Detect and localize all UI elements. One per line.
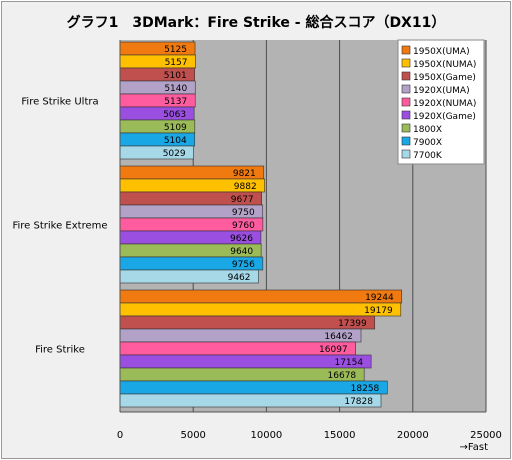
category-labels: Fire Strike Ultra Fire Strike Extreme Fire… [12, 97, 107, 356]
legend-swatch [401, 149, 411, 159]
data-label: 18258 [351, 384, 380, 394]
x-tick-label: 15000 [324, 430, 356, 441]
data-label: 17399 [338, 319, 367, 329]
legend-swatch [401, 84, 411, 94]
data-label: 19244 [365, 293, 394, 303]
category-label: Fire Strike Extreme [12, 221, 107, 232]
category-label: Fire Strike [35, 345, 85, 356]
x-tick-label: 5000 [180, 430, 205, 441]
data-label: 5140 [164, 84, 187, 94]
data-label: 9821 [233, 169, 256, 179]
data-label: 16678 [328, 371, 357, 381]
legend-entry: 1950X(UMA) [413, 47, 470, 57]
legend-swatch [401, 123, 411, 133]
legend-entry: 1950X(Game) [413, 73, 476, 83]
data-label: 9882 [234, 182, 257, 192]
chart-title: グラフ1 3DMark：Fire Strike - 総合スコア（DX11） [67, 14, 446, 31]
legend-swatch [401, 45, 411, 55]
legend-swatch [401, 97, 411, 107]
legend-swatch [401, 58, 411, 68]
legend-entry: 1950X(NUMA) [413, 60, 476, 70]
legend-box [397, 39, 485, 165]
bar [119, 315, 376, 330]
x-tick-label: 0 [117, 430, 123, 441]
data-label: 9750 [232, 208, 255, 218]
bar [119, 380, 388, 395]
data-label: 16097 [319, 345, 348, 355]
data-label: 5137 [164, 97, 187, 107]
data-label: 5157 [165, 58, 188, 68]
data-label: 9462 [228, 273, 251, 283]
data-label: 5029 [163, 149, 186, 159]
category-label: Fire Strike Ultra [21, 97, 98, 108]
legend-entry: 7900X [413, 138, 442, 148]
x-tick-label: 25000 [470, 430, 502, 441]
x-tick-label: 10000 [250, 430, 282, 441]
data-label: 5063 [163, 110, 186, 120]
data-label: 9640 [230, 247, 253, 257]
legend-entry: 7700K [413, 151, 443, 161]
legend-entry: 1920X(NUMA) [413, 99, 476, 109]
data-label: 19179 [364, 306, 393, 316]
bar [119, 289, 403, 304]
bar [119, 354, 372, 369]
bar [119, 302, 402, 317]
legend-swatch [401, 110, 411, 120]
data-label: 17154 [334, 358, 363, 368]
data-label: 9677 [231, 195, 254, 205]
data-label: 5109 [164, 123, 187, 133]
data-label: 9756 [232, 260, 255, 270]
data-label: 5125 [164, 45, 187, 55]
data-label: 9760 [232, 221, 255, 231]
legend-swatch [401, 71, 411, 81]
data-label: 9626 [230, 234, 253, 244]
legend-entry: 1920X(UMA) [413, 86, 470, 96]
x-tick-label: 20000 [397, 430, 429, 441]
legend-entry: 1920X(Game) [413, 112, 476, 122]
x-tick-labels: 0 5000 10000 15000 20000 25000 [117, 430, 502, 441]
data-label: 5101 [164, 71, 187, 81]
data-label: 16462 [324, 332, 353, 342]
bars: 5125 5157 5101 5140 5137 5063 5109 5104 5029 9821… [119, 41, 403, 408]
legend-entry: 1800X [413, 125, 442, 135]
bar [119, 393, 382, 408]
data-label: 5104 [164, 136, 187, 146]
x-axis-label: →Fast [460, 442, 489, 453]
legend-swatch [401, 136, 411, 146]
data-label: 17828 [344, 397, 373, 407]
legend: 1950X(UMA) 1950X(NUMA) 1950X(Game) 1920X(UM… [397, 39, 485, 165]
